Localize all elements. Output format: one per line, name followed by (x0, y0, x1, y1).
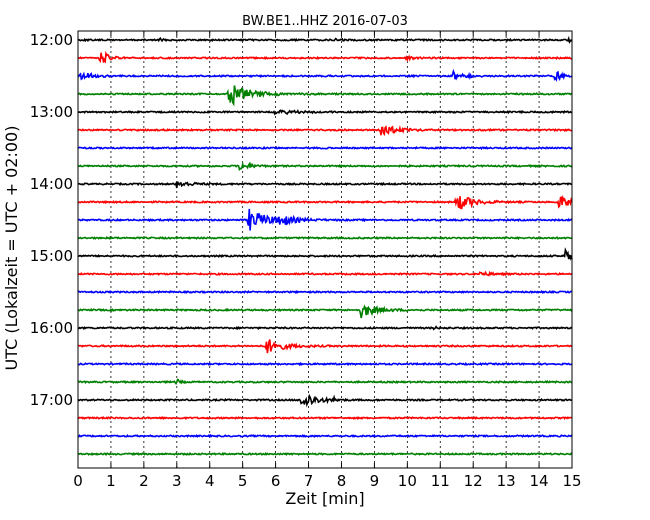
trace-line (77, 325, 573, 331)
trace-line (77, 304, 573, 319)
x-tick-label: 8 (337, 472, 347, 490)
x-tick-label: 1 (106, 472, 116, 490)
trace-line (77, 194, 573, 210)
x-tick-label: 0 (73, 472, 83, 490)
trace-line (77, 85, 573, 107)
trace-line (77, 378, 573, 386)
seismic-traces (77, 35, 573, 457)
trace-line (77, 361, 573, 367)
y-tick-label: 12:00 (30, 31, 73, 49)
x-tick-label: 14 (530, 472, 549, 490)
chart-title: BW.BE1..HHZ 2016-07-03 (242, 14, 408, 29)
x-tick-label: 4 (205, 472, 215, 490)
trace-line (77, 145, 573, 151)
trace-line (77, 109, 573, 116)
trace-line (78, 247, 573, 261)
plot-frame (77, 30, 573, 469)
grid-lines (110, 31, 540, 468)
x-tick-label: 15 (562, 472, 581, 490)
x-tick-label: 9 (370, 472, 380, 490)
trace-line (77, 124, 573, 137)
y-axis-ticks: 12:00 13:00 14:00 15:00 16:00 17:00 (30, 31, 572, 409)
trace-line (77, 35, 573, 44)
y-tick-label: 13:00 (30, 103, 73, 121)
trace-line (77, 50, 572, 64)
y-axis-label: UTC (Lokalzeit = UTC + 02:00) (2, 126, 21, 371)
trace-line (77, 68, 573, 83)
x-tick-label: 11 (431, 472, 450, 490)
trace-line (77, 235, 573, 241)
trace-line (78, 339, 573, 354)
y-tick-label: 16:00 (30, 319, 73, 337)
trace-line (77, 433, 573, 439)
y-tick-label: 15:00 (30, 247, 73, 265)
trace-line (77, 393, 573, 408)
x-tick-label: 5 (238, 472, 248, 490)
trace-line (77, 181, 572, 189)
trace-line (77, 289, 573, 295)
y-tick-label: 17:00 (30, 391, 73, 409)
y-tick-label: 14:00 (30, 175, 73, 193)
x-tick-label: 10 (398, 472, 417, 490)
trace-line (77, 416, 573, 421)
x-tick-label: 2 (139, 472, 149, 490)
x-tick-label: 12 (464, 472, 483, 490)
x-axis-ticks: 0 1 2 3 4 5 6 7 8 9 10 11 12 13 14 15 (73, 31, 582, 490)
trace-line (77, 451, 573, 457)
x-tick-label: 7 (304, 472, 314, 490)
x-axis-label: Zeit [min] (285, 489, 364, 508)
trace-line (77, 160, 573, 172)
trace-line (77, 208, 573, 231)
x-tick-label: 6 (271, 472, 281, 490)
x-tick-label: 13 (497, 472, 516, 490)
x-tick-label: 3 (172, 472, 182, 490)
trace-line (77, 270, 573, 277)
